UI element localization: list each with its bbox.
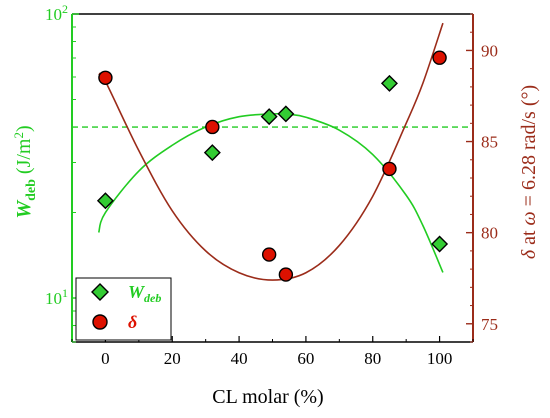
wdeb-point [277,105,295,123]
delta-point [205,119,220,135]
x-axis-title: CL molar (%) [212,386,323,408]
x-tick-label: 20 [164,349,181,368]
y-left-tick-100-exp: 2 [62,2,68,16]
wdeb-point [96,192,114,210]
axes [71,13,474,343]
delta-point [432,50,447,65]
legend-wdeb-main: W [128,282,146,302]
x-tick-label: 60 [297,349,314,368]
y-left-tick-label-100: 102 [45,2,68,24]
y-left-tick-100-base: 10 [45,5,62,24]
y-right-label-rest: = 6.28 rad/s (°) [518,85,540,211]
y-right-tick-label: 80 [481,224,498,243]
y-left-label-unit: (J/m [13,138,35,179]
y-axis-right-title: δ at ω = 6.28 rad/s (°) [518,85,540,259]
legend-label-wdeb: Wdeb [128,282,161,305]
wdeb-point [203,144,221,162]
legend-box [75,277,172,341]
y-left-tick-10-exp: 1 [62,286,68,300]
fit-curve-delta [98,22,444,281]
y-right-label-delta: δ [518,249,540,259]
y-left-label-close: ) [13,125,35,132]
wdeb-point [380,74,398,92]
legend-marker-wdeb [91,283,109,301]
x-tick-label: 0 [101,349,110,368]
y-right-tick-label: 90 [481,41,498,60]
legend-label-delta: δ [128,312,137,332]
delta-point [98,70,113,85]
y-left-tick-10-base: 10 [45,289,62,308]
y-left-label-sup: 2 [11,132,26,139]
legend-wdeb-sub: deb [144,291,161,305]
data-marks [96,50,449,282]
legend: Wdeb δ [75,277,172,341]
y-right-label-omega: ω [518,211,540,225]
y-left-label-main: W [13,200,35,219]
y-axis-left-title: Wdeb (J/m2) [11,125,39,218]
delta-point [278,267,294,282]
delta-point [382,161,397,177]
legend-marker-delta [92,314,108,330]
y-right-tick-label: 75 [481,315,498,334]
y-left-label-sub: deb [24,179,39,201]
wdeb-point [431,235,449,253]
x-tick-label: 40 [231,349,248,368]
y-right-label-at: at [518,225,540,249]
x-tick-label: 100 [427,349,453,368]
wdeb-point [260,108,278,126]
x-tick-label: 80 [364,349,381,368]
delta-point [261,247,277,262]
y-right-tick-label: 85 [481,133,498,152]
y-left-tick-label-10: 101 [45,286,68,308]
